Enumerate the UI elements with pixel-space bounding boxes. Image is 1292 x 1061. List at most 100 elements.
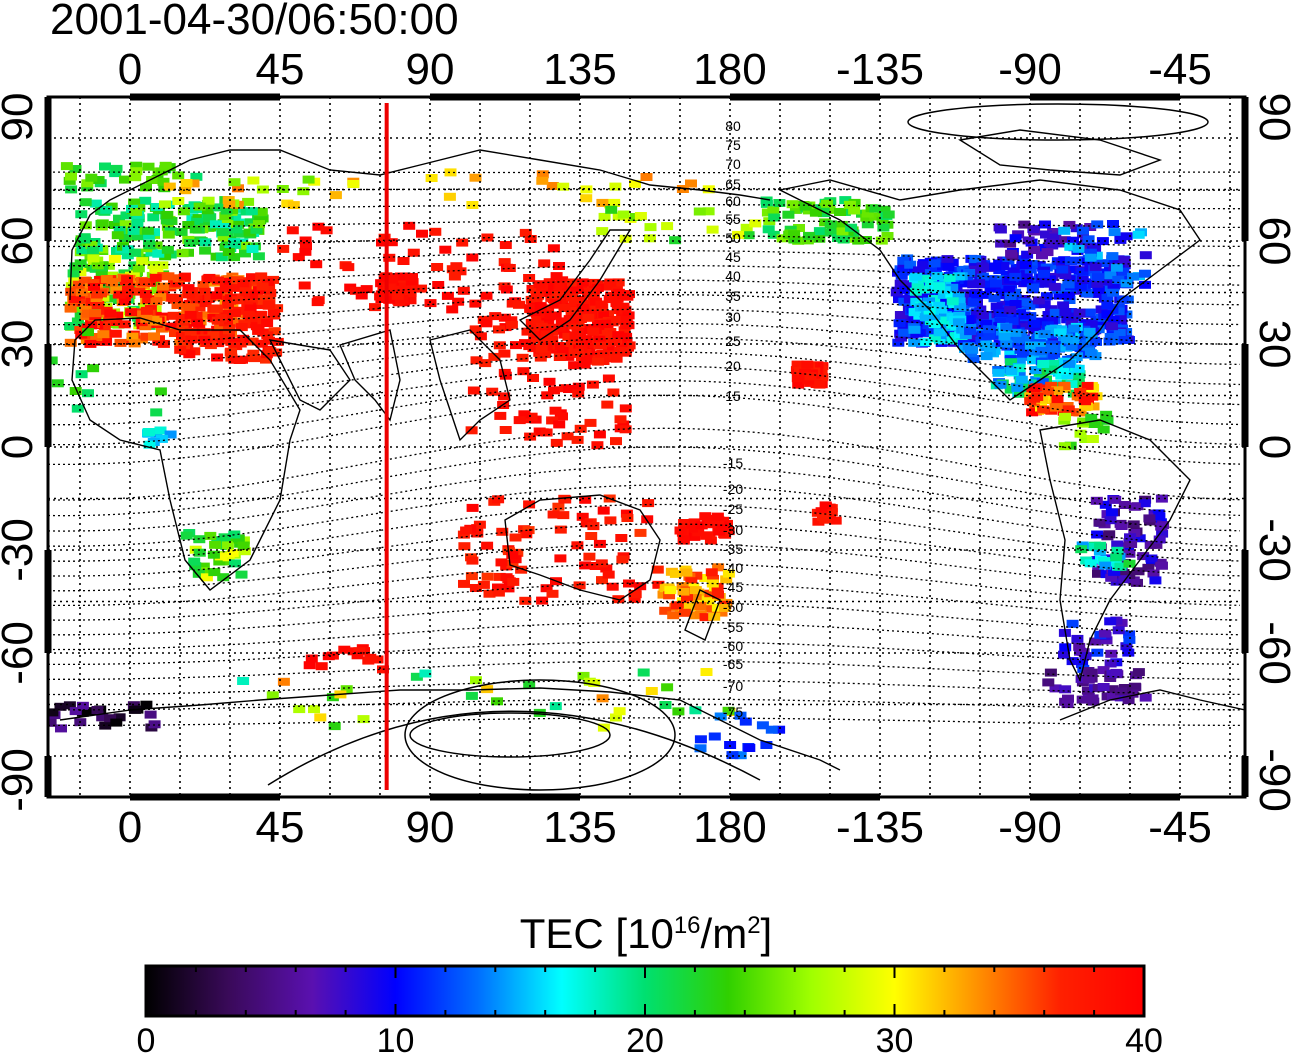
- tec-cell: [431, 263, 444, 271]
- tec-cell: [669, 569, 682, 578]
- tec-cell: [1067, 236, 1079, 245]
- tec-cell: [1062, 694, 1074, 703]
- tec-cell: [171, 301, 184, 309]
- tec-cell: [555, 317, 568, 326]
- tec-cell: [383, 253, 396, 262]
- tec-cell: [209, 540, 222, 549]
- tec-cell: [894, 311, 907, 319]
- tec-cell: [78, 276, 91, 285]
- tec-cell: [994, 317, 1007, 326]
- tec-cell: [498, 392, 511, 401]
- tec-cell: [1063, 296, 1076, 304]
- tec-cell: [551, 290, 564, 299]
- tec-cell: [193, 202, 206, 211]
- tec-cell: [788, 235, 801, 244]
- tec-cell: [1059, 643, 1072, 652]
- tec-cell: [230, 225, 243, 234]
- tec-cell: [681, 593, 693, 601]
- tec-cell: [1044, 326, 1057, 335]
- tec-cell: [517, 367, 530, 376]
- tec-cell: [1106, 305, 1119, 314]
- tec-cell: [621, 292, 634, 301]
- tec-cell: [149, 273, 162, 282]
- tec-cell: [247, 349, 260, 358]
- tec-cell: [1110, 263, 1123, 272]
- tec-cell: [405, 277, 418, 286]
- tec-cell: [1115, 522, 1128, 530]
- tec-cell: [1043, 275, 1056, 284]
- tec-cell: [197, 280, 210, 289]
- tec-cell: [1110, 668, 1123, 677]
- colorbar-tick-label: 30: [875, 1022, 914, 1060]
- tec-cell: [432, 281, 445, 289]
- tec-cell: [148, 720, 161, 729]
- tec-cell: [903, 295, 916, 304]
- tec-cell: [1085, 320, 1098, 329]
- tec-cell: [1097, 425, 1110, 434]
- tec-cell: [739, 717, 752, 726]
- tec-cell: [178, 341, 191, 350]
- tec-cell: [1127, 272, 1139, 281]
- tec-cell: [277, 244, 290, 253]
- tec-cell: [621, 514, 634, 522]
- tec-cell: [546, 182, 559, 190]
- tec-cell: [183, 303, 196, 312]
- tec-cell: [896, 267, 909, 276]
- tec-cell: [699, 512, 712, 521]
- tec-cell: [677, 587, 690, 596]
- lat-tick-left: 90: [0, 93, 42, 142]
- tec-cell: [513, 416, 526, 425]
- lat-tick-left: 30: [0, 320, 42, 369]
- contour-label: -30: [723, 522, 743, 538]
- tec-cell: [963, 269, 976, 277]
- tec-cell: [554, 554, 567, 563]
- tec-cell: [167, 311, 180, 320]
- tec-cell: [1096, 237, 1109, 246]
- tec-cell: [994, 380, 1007, 389]
- tec-cell: [404, 296, 417, 305]
- tec-cell: [685, 577, 698, 586]
- tec-cell: [466, 201, 479, 209]
- tec-cell: [90, 333, 103, 341]
- tec-cell: [535, 322, 548, 331]
- tec-cell: [96, 713, 109, 722]
- tec-cell: [262, 300, 275, 309]
- tec-cell: [760, 199, 773, 208]
- tec-cell: [834, 208, 846, 216]
- tec-cell: [415, 284, 427, 293]
- tec-cell: [939, 311, 952, 319]
- tec-cell: [1139, 269, 1151, 278]
- contour-label: 30: [725, 309, 741, 325]
- tec-cell: [1112, 307, 1125, 316]
- tec-cell: [1071, 286, 1084, 295]
- tec-cell: [172, 197, 185, 205]
- contour-label: -20: [723, 481, 743, 497]
- tec-cell: [612, 331, 625, 340]
- tec-cell: [1018, 321, 1031, 330]
- tec-cell: [1120, 642, 1133, 651]
- tec-cell: [707, 574, 719, 583]
- tec-cell: [207, 550, 220, 559]
- tec-cell: [201, 206, 214, 215]
- axis-labels: 0 45 90 135 180 -135 -90 -450 45 90 135 180 -135 -90-…: [0, 45, 1292, 852]
- tec-cell: [260, 355, 272, 364]
- tec-cell: [623, 579, 635, 588]
- tec-cell: [1090, 496, 1103, 505]
- tec-cell: [189, 225, 202, 234]
- tec-cell: [1035, 317, 1048, 326]
- tec-cell: [765, 725, 778, 734]
- tec-cell: [704, 589, 717, 598]
- tec-cell: [1066, 657, 1079, 666]
- tec-cell: [545, 335, 558, 344]
- tec-cell: [299, 247, 312, 256]
- tec-cell: [607, 388, 620, 397]
- tec-cell: [593, 539, 606, 548]
- tec-cell: [74, 326, 87, 334]
- tec-cell: [247, 176, 260, 185]
- tec-cell: [399, 282, 412, 290]
- lon-tick-bottom: 180: [693, 803, 766, 852]
- colorbar-tick-label: 20: [626, 1022, 664, 1060]
- tec-cell: [677, 535, 690, 544]
- contour-label: -65: [723, 656, 743, 672]
- tec-cell: [1122, 696, 1135, 705]
